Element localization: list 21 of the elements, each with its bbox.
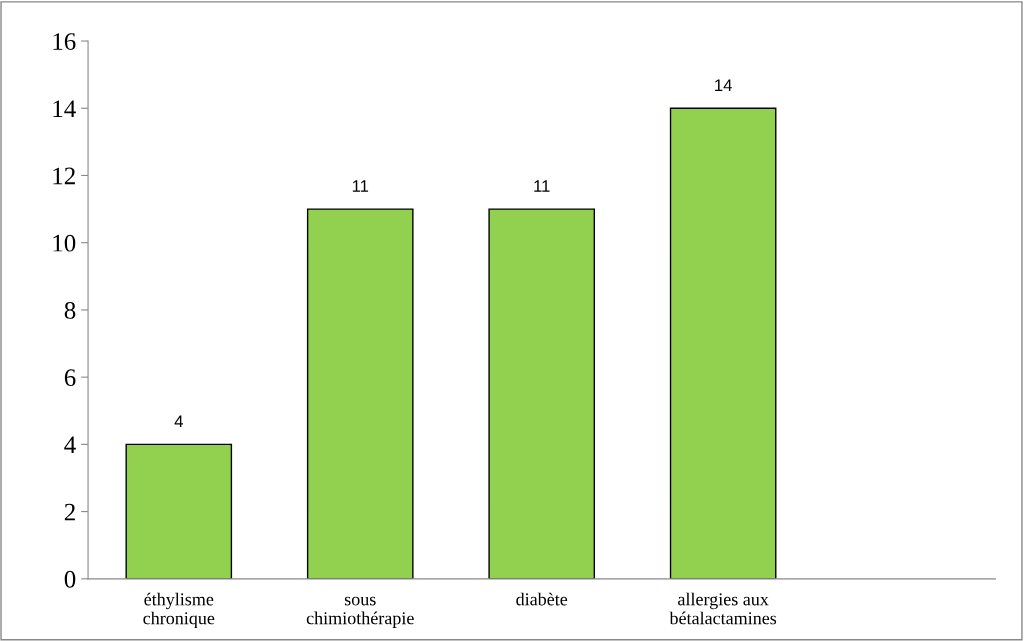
data-label: 14 (715, 79, 732, 91)
data-label: 11 (352, 180, 369, 192)
y-tick-label: 14 (53, 100, 76, 117)
x-tick-label: sous chimiothérapie (306, 596, 414, 628)
x-tick-label: diabète (516, 592, 568, 606)
bar (306, 208, 414, 579)
y-tick-label: 12 (53, 167, 75, 185)
y-tick-label: 0 (64, 570, 76, 588)
data-label: 11 (534, 180, 550, 192)
x-tick-label: éthylisme chronique (143, 592, 215, 629)
bar (488, 208, 596, 579)
y-tick-label: 4 (64, 436, 76, 454)
bar (125, 443, 233, 579)
y-tick-label: 10 (53, 234, 76, 252)
y-tick-label: 2 (64, 503, 75, 521)
y-tick-label: 6 (64, 369, 76, 387)
y-tick-label: 8 (64, 301, 76, 319)
y-tick-label: 16 (53, 33, 76, 50)
bar (669, 107, 777, 579)
data-label: 4 (174, 415, 183, 428)
x-tick-label: allergies aux bétalactamines (669, 592, 777, 625)
